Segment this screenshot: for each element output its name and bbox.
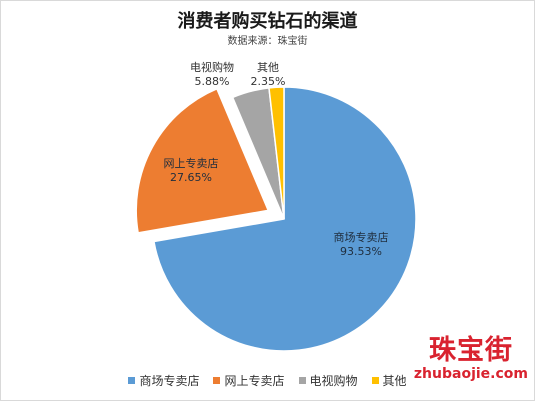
watermark-url: zhubaojie.com bbox=[413, 366, 528, 382]
data-label-name: 其他 bbox=[257, 61, 279, 74]
legend-swatch bbox=[298, 377, 306, 384]
data-label-name: 网上专卖店 bbox=[164, 156, 219, 170]
chart-legend: 商场专卖店 网上专卖店 电视购物 其他 bbox=[1, 372, 534, 389]
data-label-value: 5.88% bbox=[195, 75, 230, 88]
legend-swatch bbox=[128, 377, 136, 384]
pie-slice bbox=[268, 86, 285, 220]
legend-item: 电视购物 bbox=[298, 372, 358, 389]
data-label-name: 商场专卖店 bbox=[334, 230, 389, 244]
data-label: 其他2.35% bbox=[251, 61, 286, 88]
data-label-name: 电视购物 bbox=[190, 60, 234, 74]
legend-label: 商场专卖店 bbox=[139, 374, 200, 388]
legend-label: 电视购物 bbox=[309, 374, 358, 388]
chart-title: 消费者购买钻石的渠道 bbox=[177, 11, 358, 32]
pie-slice bbox=[153, 86, 417, 352]
legend-label: 网上专卖店 bbox=[224, 374, 285, 388]
legend-item: 商场专卖店 bbox=[128, 372, 199, 389]
watermark-name: 珠宝街 bbox=[428, 335, 513, 366]
legend-item: 网上专卖店 bbox=[213, 372, 285, 389]
pie-slice bbox=[135, 87, 270, 234]
legend-swatch bbox=[213, 377, 221, 384]
legend-swatch bbox=[371, 377, 379, 384]
data-label-value: 27.65% bbox=[170, 171, 212, 184]
watermark-logo: 珠宝街 zhubaojie.com bbox=[413, 335, 528, 383]
legend-label: 其他 bbox=[382, 374, 407, 388]
chart-subtitle: 数据来源：珠宝街 bbox=[227, 36, 308, 47]
data-label-value: 93.53% bbox=[340, 245, 382, 258]
data-label-value: 2.35% bbox=[251, 75, 286, 88]
legend-item: 其他 bbox=[371, 372, 407, 389]
